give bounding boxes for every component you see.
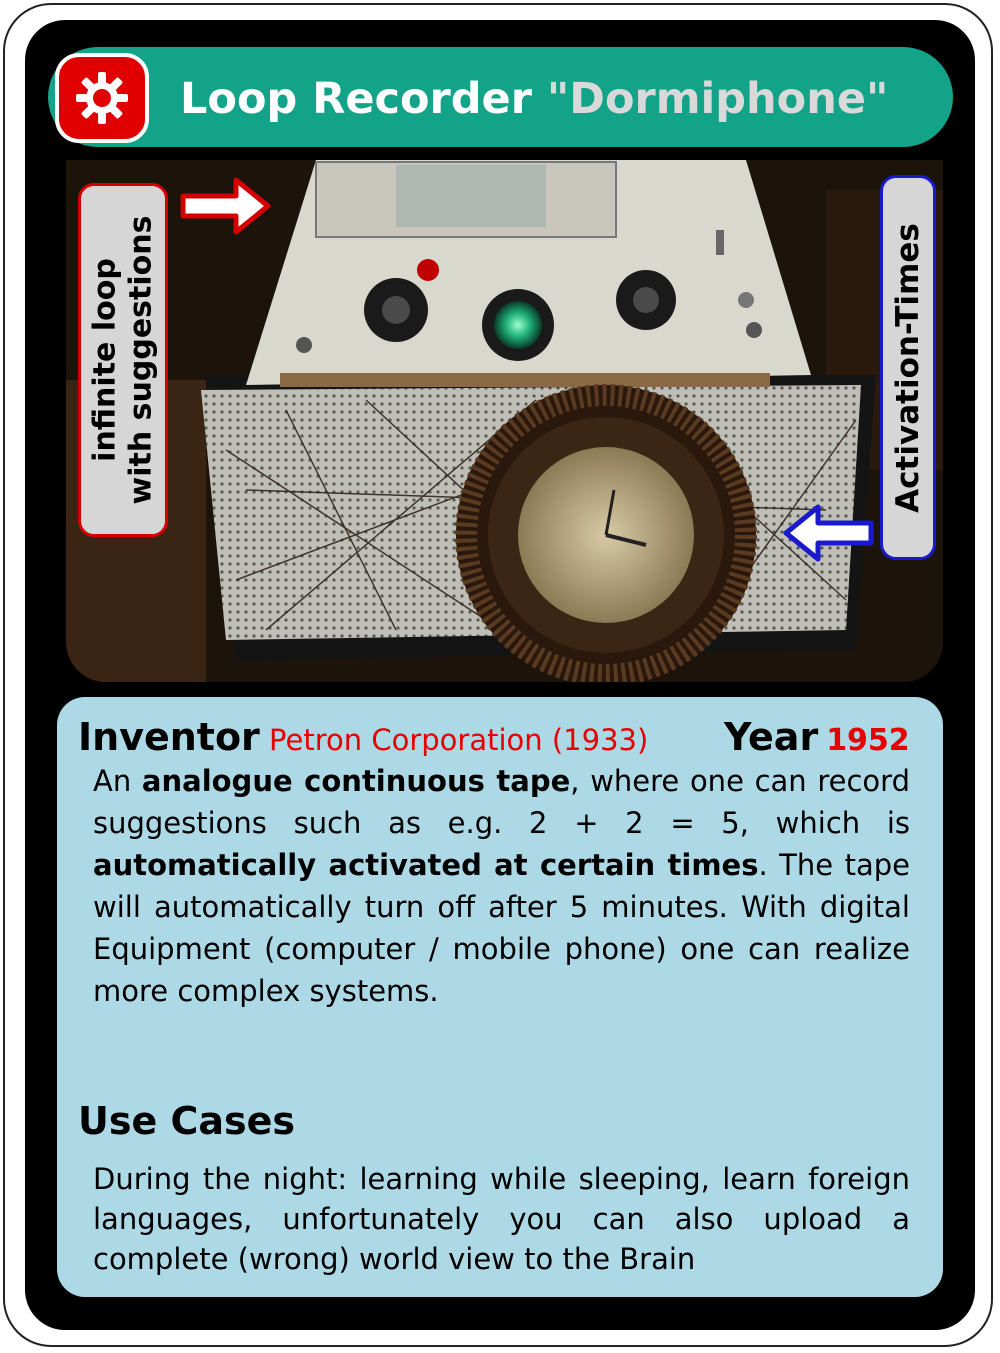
desc-part-1: An [93,764,142,798]
right-label-text: Activation-Times [890,222,926,513]
use-cases-title: Use Cases [78,1099,296,1143]
description: An analogue continuous tape, where one c… [93,760,910,1012]
desc-part-3: . The tape will automatically turn off a… [93,848,910,1008]
left-label-line2: with suggestions [123,215,158,505]
left-label-line1: infinite loop [87,258,122,462]
desc-bold-2: automatically activated at certain times [93,848,759,882]
inventor-label: Inventor [78,715,260,759]
use-cases-text: During the night: learning while sleepin… [93,1162,910,1276]
arrow-right-icon [180,177,271,235]
title-main: Loop Recorder [180,74,532,124]
inventor-line: Inventor Petron Corporation (1933) [78,712,648,762]
card-title: Loop Recorder "Dormiphone" [180,66,888,132]
desc-bold-1: analogue continuous tape [141,764,571,798]
year-label: Year [724,715,819,759]
badge [55,53,149,143]
info-panel [57,697,943,1297]
device-photo [66,160,943,682]
title-bar [48,47,953,147]
year-value: 1952 [826,723,910,758]
infinite-loop-label: infinite loop with suggestions [78,183,168,537]
year-line: Year 1952 [724,712,910,762]
activation-times-label: Activation-Times [880,175,936,560]
gear-icon [76,72,128,124]
arrow-left-icon [783,504,874,562]
title-subtitle: "Dormiphone" [546,74,889,124]
loop-recorder-illustration [66,160,943,682]
inventor-value: Petron Corporation (1933) [269,723,649,757]
desc-part-2: , where one can record suggestions such … [93,764,910,840]
